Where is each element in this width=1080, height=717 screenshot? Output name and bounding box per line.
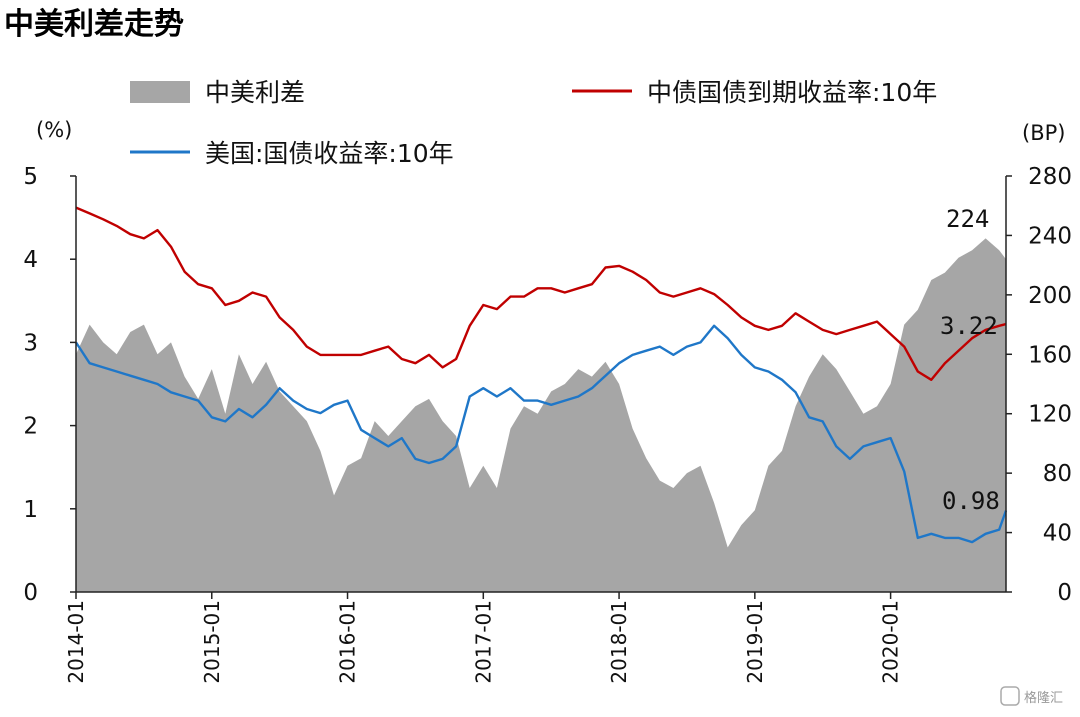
- right-tick-label: 80: [1043, 461, 1072, 487]
- legend: 中美利差 中债国债到期收益率:10年 美国:国债收益率:10年: [130, 78, 937, 168]
- right-tick-label: 0: [1057, 580, 1072, 606]
- series-area-spread: [76, 238, 1006, 592]
- series-line-us: [74, 324, 1008, 544]
- x-tick-label: 2014-01: [64, 600, 88, 684]
- right-axis-unit: (BP): [1022, 121, 1065, 145]
- annotation-us-last: 0.98: [942, 487, 1000, 515]
- plot-area: [74, 206, 1008, 592]
- legend-swatch-spread: [130, 81, 190, 103]
- watermark-logo-icon: [1000, 686, 1020, 706]
- left-tick-label: 3: [23, 330, 38, 356]
- annotation-spread-last: 224: [946, 205, 989, 233]
- x-tick-label: 2020-01: [879, 600, 903, 684]
- left-tick-label: 1: [23, 497, 38, 523]
- left-tick-label: 0: [23, 580, 38, 606]
- annotation-cn-last: 3.22: [940, 312, 998, 340]
- right-tick-label: 280: [1028, 164, 1072, 190]
- x-tick-label: 2015-01: [200, 600, 224, 684]
- legend-label-us: 美国:国债收益率:10年: [205, 139, 454, 168]
- watermark-text: 格隆汇: [1024, 690, 1063, 706]
- right-tick-label: 160: [1028, 342, 1072, 368]
- legend-label-spread: 中美利差: [205, 78, 305, 107]
- right-tick-label: 40: [1043, 521, 1072, 547]
- series-line-cn: [75, 206, 1007, 381]
- right-tick-label: 200: [1028, 283, 1072, 309]
- left-tick-label: 5: [23, 164, 38, 190]
- right-tick-label: 240: [1028, 223, 1072, 249]
- x-tick-label: 2017-01: [471, 600, 495, 684]
- left-tick-label: 4: [23, 247, 38, 273]
- watermark: 格隆汇: [1000, 686, 1063, 706]
- chart-title: 中美利差走势: [4, 7, 184, 42]
- x-tick-label: 2019-01: [743, 600, 767, 684]
- right-tick-label: 120: [1028, 402, 1072, 428]
- legend-label-cn: 中债国债到期收益率:10年: [647, 78, 937, 107]
- x-tick-label: 2018-01: [607, 600, 631, 684]
- x-tick-label: 2016-01: [336, 600, 360, 684]
- axes: 0 1 2 3 4 5 0 40 80 120 160 200 240 280 2014-01 2015-01…: [23, 164, 1072, 684]
- left-tick-label: 2: [23, 414, 38, 440]
- left-axis-unit: (%): [36, 118, 72, 142]
- annotations: 224 3.22 0.98: [940, 205, 1000, 515]
